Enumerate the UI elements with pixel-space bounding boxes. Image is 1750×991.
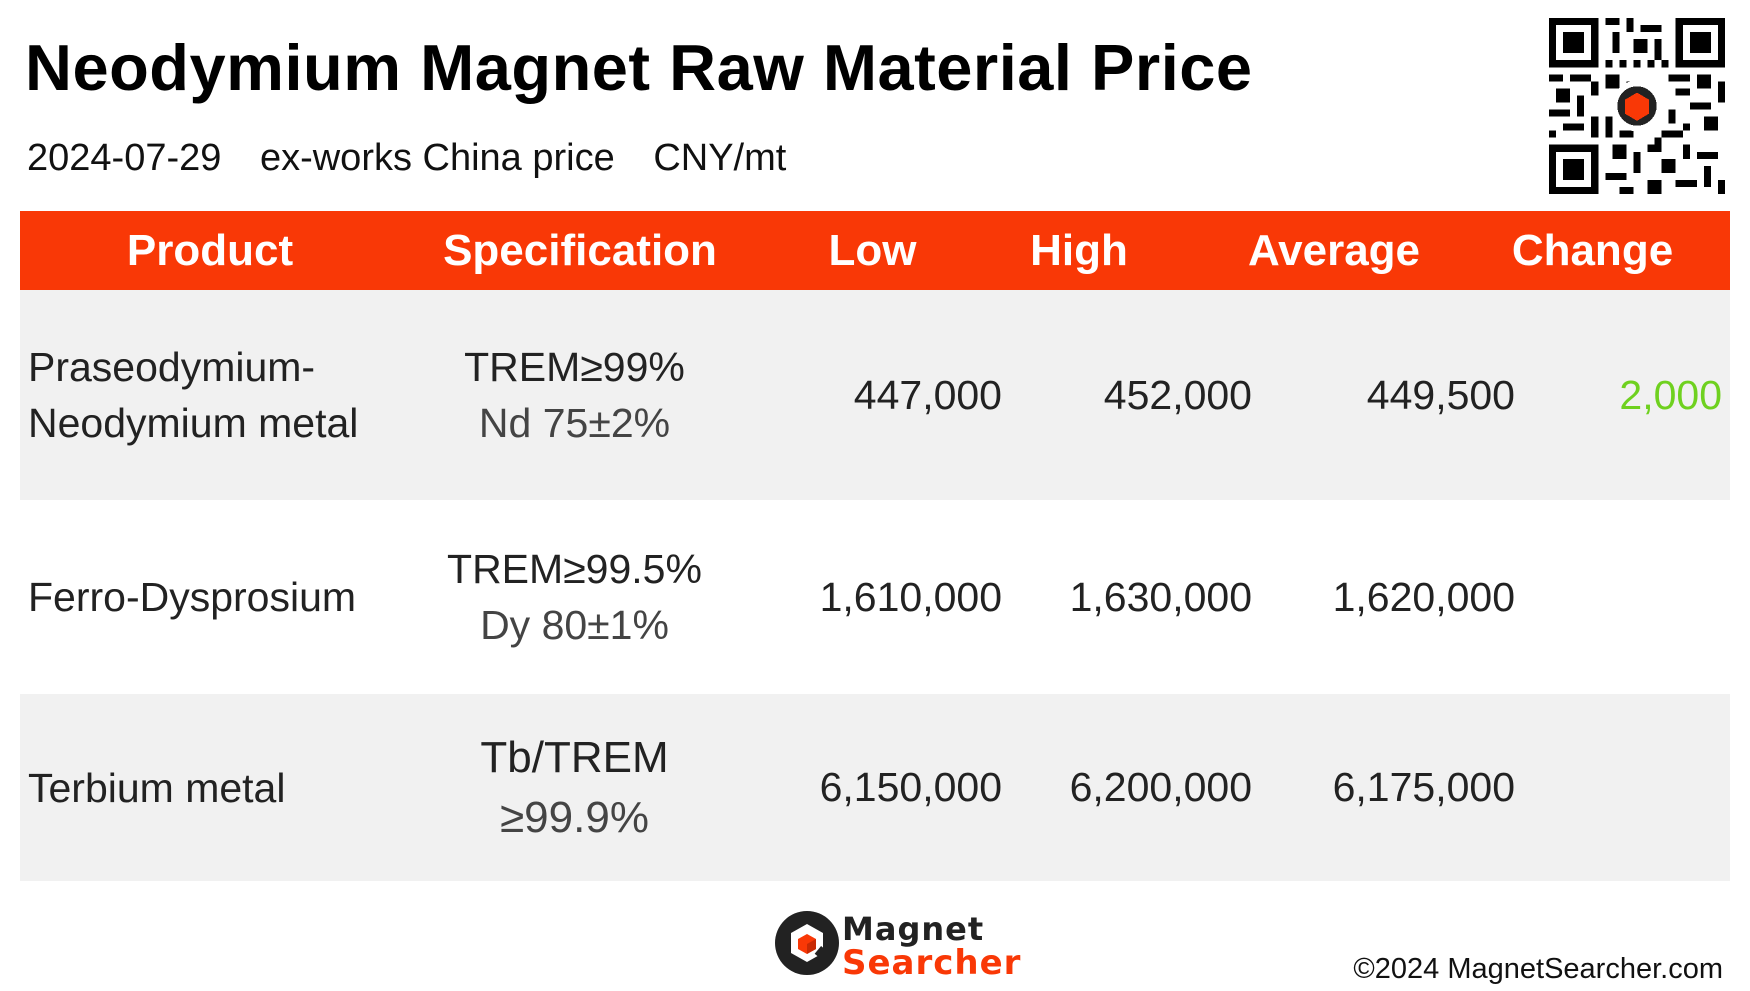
product-cell: Ferro-Dysprosium [20,569,382,625]
header-high: High [1030,225,1128,275]
subtitle: 2024-07-29 ex-works China price CNY/mt [27,137,814,180]
page-title: Neodymium Magnet Raw Material Price [25,31,1253,104]
low-price: 447,000 [853,371,1002,418]
price-table: Product Specification Low High Average C… [20,211,1730,881]
spec-line: ≥99.9% [500,792,649,842]
spec-line: Tb/TREM [480,732,669,782]
price-basis: ex-works China price [259,137,615,179]
product-name-line: Neodymium metal [28,400,359,446]
spec-cell: TREM≥99.5% Dy 80±1% [382,541,767,653]
header-change: Change [1511,225,1674,275]
low-price: 1,610,000 [819,573,1002,620]
brand-line-2: Searcher [842,943,1022,983]
qr-code-icon[interactable] [1549,18,1725,194]
spec-cell: TREM≥99% Nd 75±2% [382,339,767,451]
magnet-searcher-logo-icon [775,911,839,975]
low-price: 6,150,000 [819,764,1002,810]
brand-line-1: Magnet [842,910,985,948]
spec-line: TREM≥99% [464,344,685,390]
spec-line: TREM≥99.5% [447,546,702,592]
table-row: Ferro-Dysprosium TREM≥99.5% Dy 80±1% 1,6… [20,500,1730,694]
product-name-line: Terbium metal [28,764,286,811]
product-name-line: Ferro-Dysprosium [28,574,357,620]
product-name-line: Praseodymium- [28,344,316,390]
header-average: Average [1247,225,1421,275]
spec-line: Nd 75±2% [478,400,671,446]
high-price: 1,630,000 [1069,573,1252,620]
spec-line: Dy 80±1% [480,602,669,648]
table-header: Product Specification Low High Average C… [20,211,1730,290]
brand-wordmark: Magnet Searcher [842,912,1021,980]
average-price: 1,620,000 [1332,573,1515,620]
price-change: 2,000 [1619,371,1722,418]
table-row: Terbium metal Tb/TREM ≥99.9% 6,150,000 6… [20,694,1730,881]
table-row: Praseodymium- Neodymium metal TREM≥99% N… [20,290,1730,500]
average-price: 449,500 [1366,371,1515,418]
high-price: 452,000 [1103,371,1252,418]
header-specification: Specification [443,225,717,275]
header-product: Product [126,225,294,275]
spec-cell: Tb/TREM ≥99.9% [382,728,767,848]
price-date: 2024-07-29 [27,137,222,179]
price-unit: CNY/mt [653,137,787,179]
average-price: 6,175,000 [1332,764,1515,810]
header-low: Low [828,225,917,275]
high-price: 6,200,000 [1069,764,1252,810]
product-cell: Terbium metal [20,760,382,816]
copyright-notice: ©2024 MagnetSearcher.com [1353,953,1723,985]
product-cell: Praseodymium- Neodymium metal [20,339,382,451]
